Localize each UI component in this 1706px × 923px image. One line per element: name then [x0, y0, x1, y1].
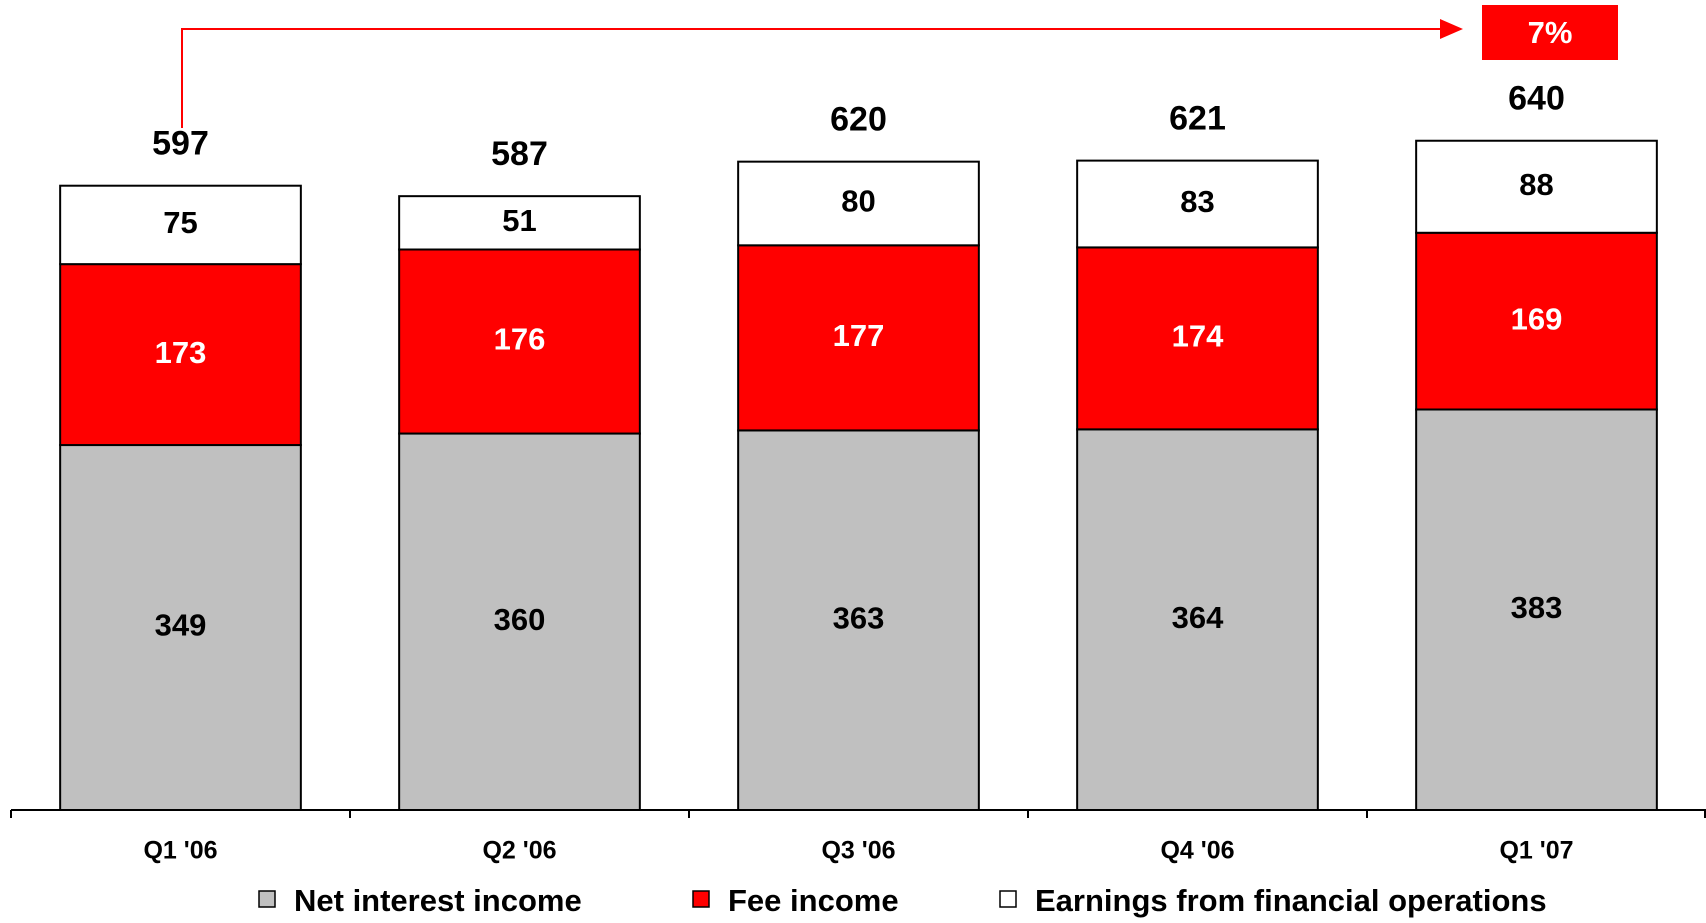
total-label: 640 — [1508, 80, 1565, 118]
bar-segment — [398, 248, 641, 435]
total-label: 597 — [152, 125, 209, 163]
segment-label: 177 — [833, 318, 885, 353]
x-tick-label: Q2 '06 — [482, 837, 556, 865]
bar-segment — [1415, 231, 1658, 411]
segment-label: 169 — [1511, 301, 1563, 336]
segment-label: 363 — [833, 600, 885, 635]
segment-label: 83 — [1180, 184, 1214, 219]
x-tick-label: Q1 '07 — [1499, 837, 1573, 865]
bar-segment — [1076, 246, 1319, 431]
bar-segment — [1076, 159, 1319, 249]
segment-label: 51 — [502, 203, 536, 238]
bar-segment — [737, 429, 980, 811]
x-tick-label: Q4 '06 — [1160, 837, 1234, 865]
bar-segment — [737, 244, 980, 432]
total-label: 621 — [1169, 100, 1226, 138]
bar-segment — [59, 184, 302, 266]
x-tick-label: Q3 '06 — [821, 837, 895, 865]
bar-segment — [737, 160, 980, 247]
total-label: 587 — [491, 135, 548, 173]
legend-swatch — [999, 890, 1017, 908]
segment-label: 360 — [494, 602, 546, 637]
bar-segment — [59, 444, 302, 811]
segment-label: 349 — [155, 608, 207, 643]
legend-swatch — [258, 890, 276, 908]
arrow-head — [1440, 19, 1463, 39]
bar-segment — [1415, 408, 1658, 811]
bar-segment — [398, 432, 641, 811]
bar-segment — [1415, 139, 1658, 234]
annotation: 7% — [1528, 15, 1573, 50]
legend-label: Net interest income — [294, 883, 582, 918]
segment-label: 173 — [155, 335, 207, 370]
segment-label: 80 — [841, 184, 875, 219]
annotation-box — [1482, 5, 1618, 60]
legend-swatch — [692, 890, 710, 908]
segment-label: 176 — [494, 322, 546, 357]
bar-segment — [398, 195, 641, 251]
bar-segment — [1076, 428, 1319, 811]
segment-label: 383 — [1511, 590, 1563, 625]
segment-label: 75 — [163, 205, 197, 240]
segment-label: 174 — [1172, 319, 1224, 354]
x-tick-label: Q1 '06 — [143, 837, 217, 865]
segment-label: 364 — [1172, 600, 1224, 635]
segment-label: 88 — [1519, 167, 1553, 202]
growth-arrow — [181, 28, 1450, 128]
total-label: 620 — [830, 101, 887, 139]
legend-label: Earnings from financial operations — [1035, 883, 1547, 918]
legend-label: Fee income — [728, 883, 899, 918]
